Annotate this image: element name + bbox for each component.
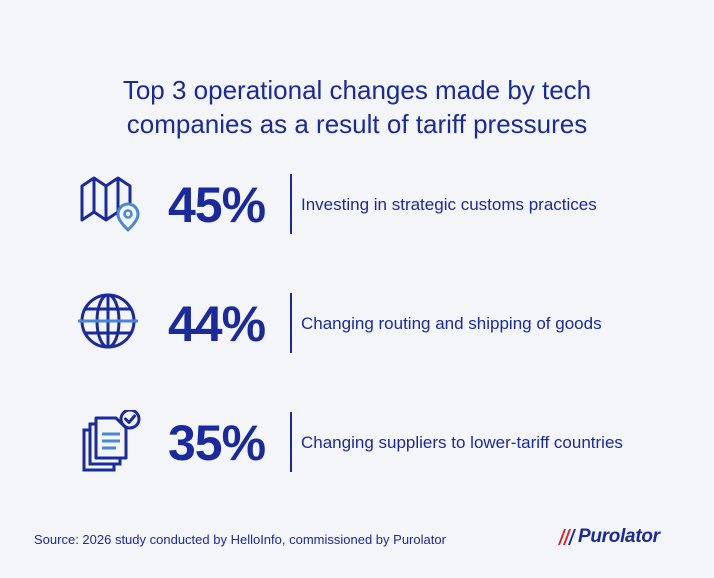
stat-divider — [290, 293, 292, 353]
stat-row: 35% Changing suppliers to lower-tariff c… — [0, 410, 714, 474]
purolator-mark-icon — [558, 529, 576, 545]
documents-check-icon — [76, 410, 146, 474]
source-note: Source: 2026 study conducted by HelloInf… — [34, 532, 446, 547]
map-pin-icon — [76, 172, 146, 236]
title-line-2: companies as a result of tariff pressure… — [126, 109, 588, 140]
stat-divider — [290, 412, 292, 472]
stat-label: Investing in strategic customs practices — [301, 195, 597, 214]
logo-text: Purolator — [578, 526, 660, 547]
stat-percent: 44% — [168, 296, 266, 352]
stat-divider — [290, 174, 292, 234]
stat-label: Changing suppliers to lower-tariff count… — [301, 433, 623, 452]
stat-row: 44% Changing routing and shipping of goo… — [0, 291, 714, 355]
stat-row: 45% Investing in strategic customs pract… — [0, 172, 714, 236]
title-line-1: Top 3 operational changes made by tech — [122, 75, 592, 106]
stat-percent: 45% — [168, 177, 266, 233]
stat-percent: 35% — [168, 415, 266, 471]
stat-label: Changing routing and shipping of goods — [301, 314, 602, 333]
globe-icon — [76, 291, 146, 355]
page-title: Top 3 operational changes made by tech c… — [0, 73, 714, 141]
purolator-logo: Purolator — [556, 525, 660, 549]
